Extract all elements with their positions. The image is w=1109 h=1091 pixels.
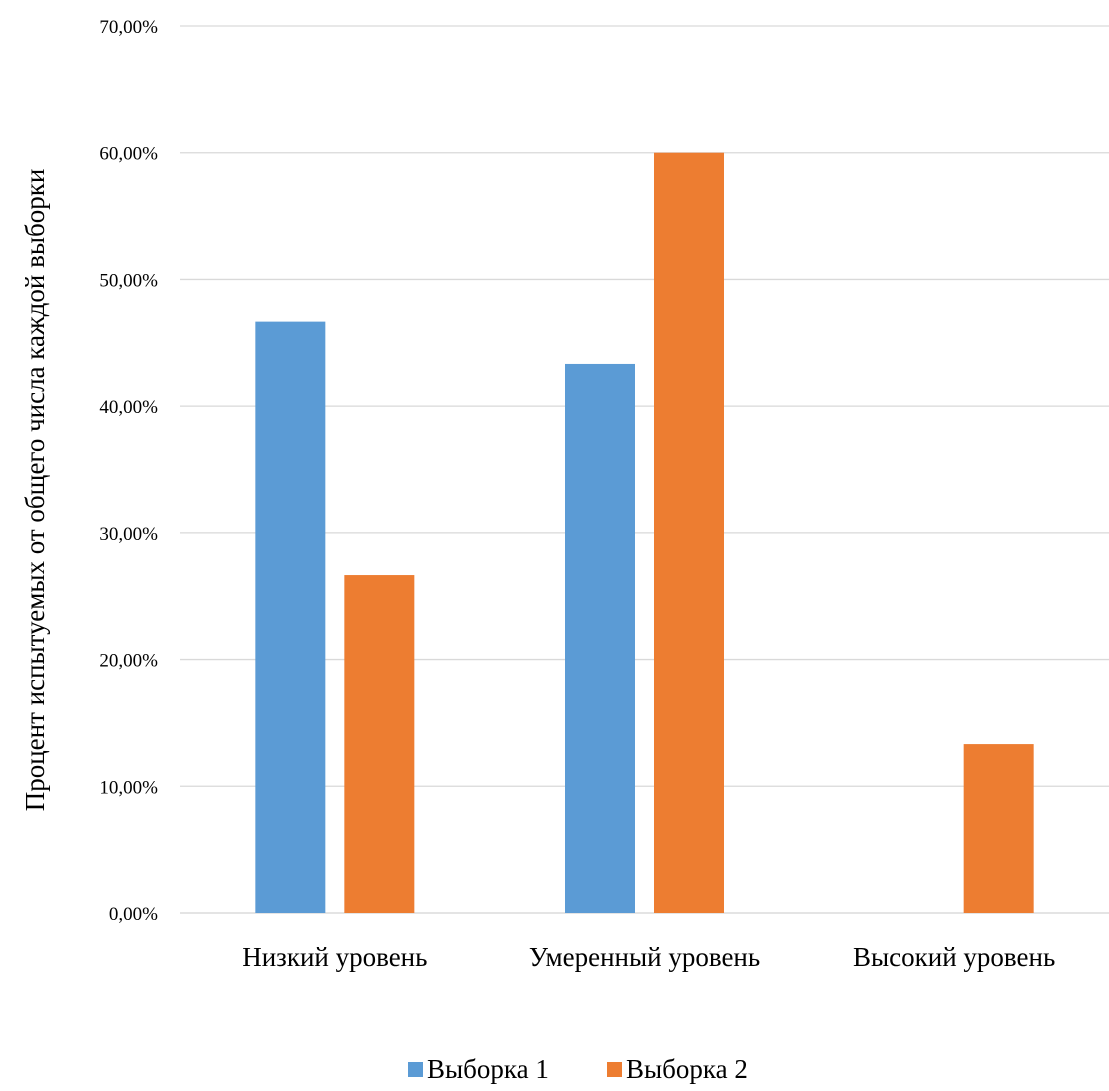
x-category-label: Низкий уровень (242, 942, 427, 972)
legend-swatch (607, 1062, 622, 1077)
legend: Выборка 1 Выборка 2 (408, 1054, 748, 1084)
bar (654, 152, 724, 913)
gridlines (180, 25, 1109, 914)
y-tick-label: 20,00% (99, 651, 158, 672)
x-category-label: Умеренный уровень (529, 942, 760, 972)
legend-label: Выборка 2 (626, 1054, 748, 1084)
bars (255, 152, 1034, 914)
x-axis-categories: Низкий уровень Умеренный уровень Высокий у… (242, 942, 1055, 972)
y-axis-label: Процент испытуемых от общего числа каждо… (20, 169, 50, 812)
y-tick-label: 70,00% (99, 17, 158, 38)
y-tick-label: 50,00% (99, 270, 158, 291)
bar (565, 363, 635, 913)
y-tick-label: 60,00% (99, 144, 158, 165)
y-tick-label: 10,00% (99, 777, 158, 798)
bar (963, 744, 1034, 913)
bar (255, 321, 326, 914)
x-category-label: Высокий уровень (853, 942, 1055, 972)
bar (344, 575, 415, 913)
y-tick-label: 0,00% (109, 904, 158, 925)
y-tick-label: 30,00% (99, 524, 158, 545)
legend-label: Выборка 1 (427, 1054, 549, 1084)
y-axis-ticks: 0,00% 10,00% 20,00% 30,00% 40,00% 50,00% 60,00… (99, 17, 158, 925)
legend-swatch (408, 1062, 423, 1077)
y-tick-label: 40,00% (99, 397, 158, 418)
